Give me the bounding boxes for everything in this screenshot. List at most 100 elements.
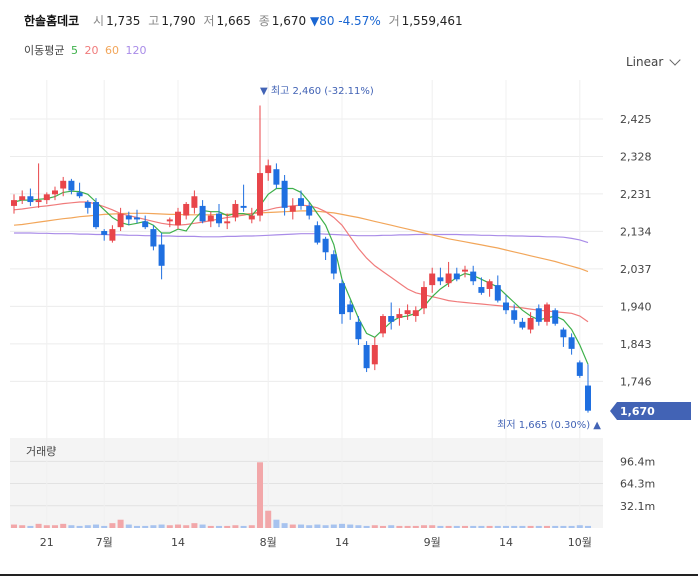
candle xyxy=(125,211,132,226)
scale-dropdown-label: Linear xyxy=(626,55,664,69)
open-value: 1,735 xyxy=(106,14,141,28)
volume-bar xyxy=(125,524,132,528)
candle xyxy=(412,306,419,322)
volume-bar xyxy=(568,525,575,528)
candle-body xyxy=(552,310,559,324)
price-tick-label: 2,134 xyxy=(620,225,652,238)
volume-title: 거래량 xyxy=(26,445,56,458)
candle-body xyxy=(519,321,526,328)
candle xyxy=(11,194,17,214)
candle-body xyxy=(68,180,75,191)
candle xyxy=(60,176,67,197)
volume-bar xyxy=(76,525,83,528)
volume-bar xyxy=(224,525,231,528)
volume-bar xyxy=(322,525,329,528)
candles xyxy=(11,105,591,413)
candle-body xyxy=(158,244,165,266)
volume-bar xyxy=(101,525,108,528)
volume-bar xyxy=(462,525,468,528)
moving-average-legend[interactable]: 이동평균 5 20 60 120 xyxy=(24,42,149,58)
candle-body xyxy=(207,215,214,222)
open-label: 시 xyxy=(93,14,105,28)
volume-tick-label: 64.3m xyxy=(620,478,655,491)
volume-bar xyxy=(84,525,91,528)
volume-bar xyxy=(158,524,165,528)
candle xyxy=(453,267,460,282)
candle xyxy=(158,232,165,280)
volume-bar xyxy=(486,525,493,528)
candle xyxy=(445,261,452,288)
candle-body xyxy=(568,337,575,349)
candle-body xyxy=(232,203,239,218)
candle-body xyxy=(380,316,386,334)
candle xyxy=(216,203,222,228)
volume-bar xyxy=(453,525,460,528)
volume-bar xyxy=(544,525,550,528)
volume-bar xyxy=(363,525,370,528)
candle-body xyxy=(11,200,17,206)
volume-bar xyxy=(404,525,411,528)
candle xyxy=(314,221,321,245)
candle xyxy=(437,267,444,286)
volume-bar xyxy=(273,519,280,528)
volume-label: 거 xyxy=(388,14,400,28)
candle-body xyxy=(273,169,280,185)
candle-body xyxy=(27,196,34,203)
candle xyxy=(273,163,280,189)
candle-body xyxy=(109,229,116,241)
volume-tick-label: 96.4m xyxy=(620,455,655,468)
volume-bar xyxy=(216,525,222,528)
low-label: 저 xyxy=(203,14,215,28)
candle xyxy=(511,304,518,324)
price-tick-label: 1,746 xyxy=(620,375,652,388)
candle xyxy=(552,308,559,326)
candle-body xyxy=(43,194,50,201)
volume-bar xyxy=(150,525,157,528)
candle xyxy=(27,188,34,206)
candle-body xyxy=(306,205,313,216)
candle xyxy=(568,333,575,355)
volume-tick-label: 32.1m xyxy=(620,500,655,513)
candle xyxy=(101,229,108,241)
price-tick-label: 1,843 xyxy=(620,338,652,351)
candle xyxy=(585,364,591,413)
candle-body xyxy=(486,281,493,289)
candle xyxy=(322,236,329,260)
candle xyxy=(84,200,91,214)
volume-bar xyxy=(281,523,288,528)
scale-dropdown[interactable]: Linear xyxy=(626,54,681,69)
candle-body xyxy=(429,273,436,286)
candle xyxy=(494,275,501,303)
candle-body xyxy=(101,231,108,235)
high-value: 1,790 xyxy=(161,14,196,28)
volume-bar xyxy=(421,525,427,528)
volume-bar xyxy=(552,525,559,528)
candle-body xyxy=(445,273,452,284)
volume-bar xyxy=(347,524,354,528)
candle-body xyxy=(93,202,99,228)
candle xyxy=(93,198,99,230)
volume-bar xyxy=(27,525,34,528)
candle-body xyxy=(396,314,403,318)
price-tick-label: 2,425 xyxy=(620,113,652,126)
volume-bar xyxy=(371,525,378,528)
candle xyxy=(363,341,370,373)
candle xyxy=(298,190,304,210)
price-tick-label: 2,328 xyxy=(620,150,652,163)
date-tick-label: 8월 xyxy=(260,536,277,549)
volume-bar xyxy=(412,525,419,528)
candle-body xyxy=(412,310,419,317)
volume-bar xyxy=(330,524,337,528)
candle xyxy=(355,316,362,345)
candle-body xyxy=(478,287,485,293)
candle-body xyxy=(462,269,468,272)
ma120-line xyxy=(14,232,589,244)
volume-bar xyxy=(240,525,247,528)
volume-bar xyxy=(585,525,591,528)
candle xyxy=(142,215,149,230)
low-value: 1,665 xyxy=(216,14,251,28)
volume-value: 1,559,461 xyxy=(401,14,463,28)
candle-body xyxy=(494,285,501,301)
candle-body xyxy=(339,283,345,315)
